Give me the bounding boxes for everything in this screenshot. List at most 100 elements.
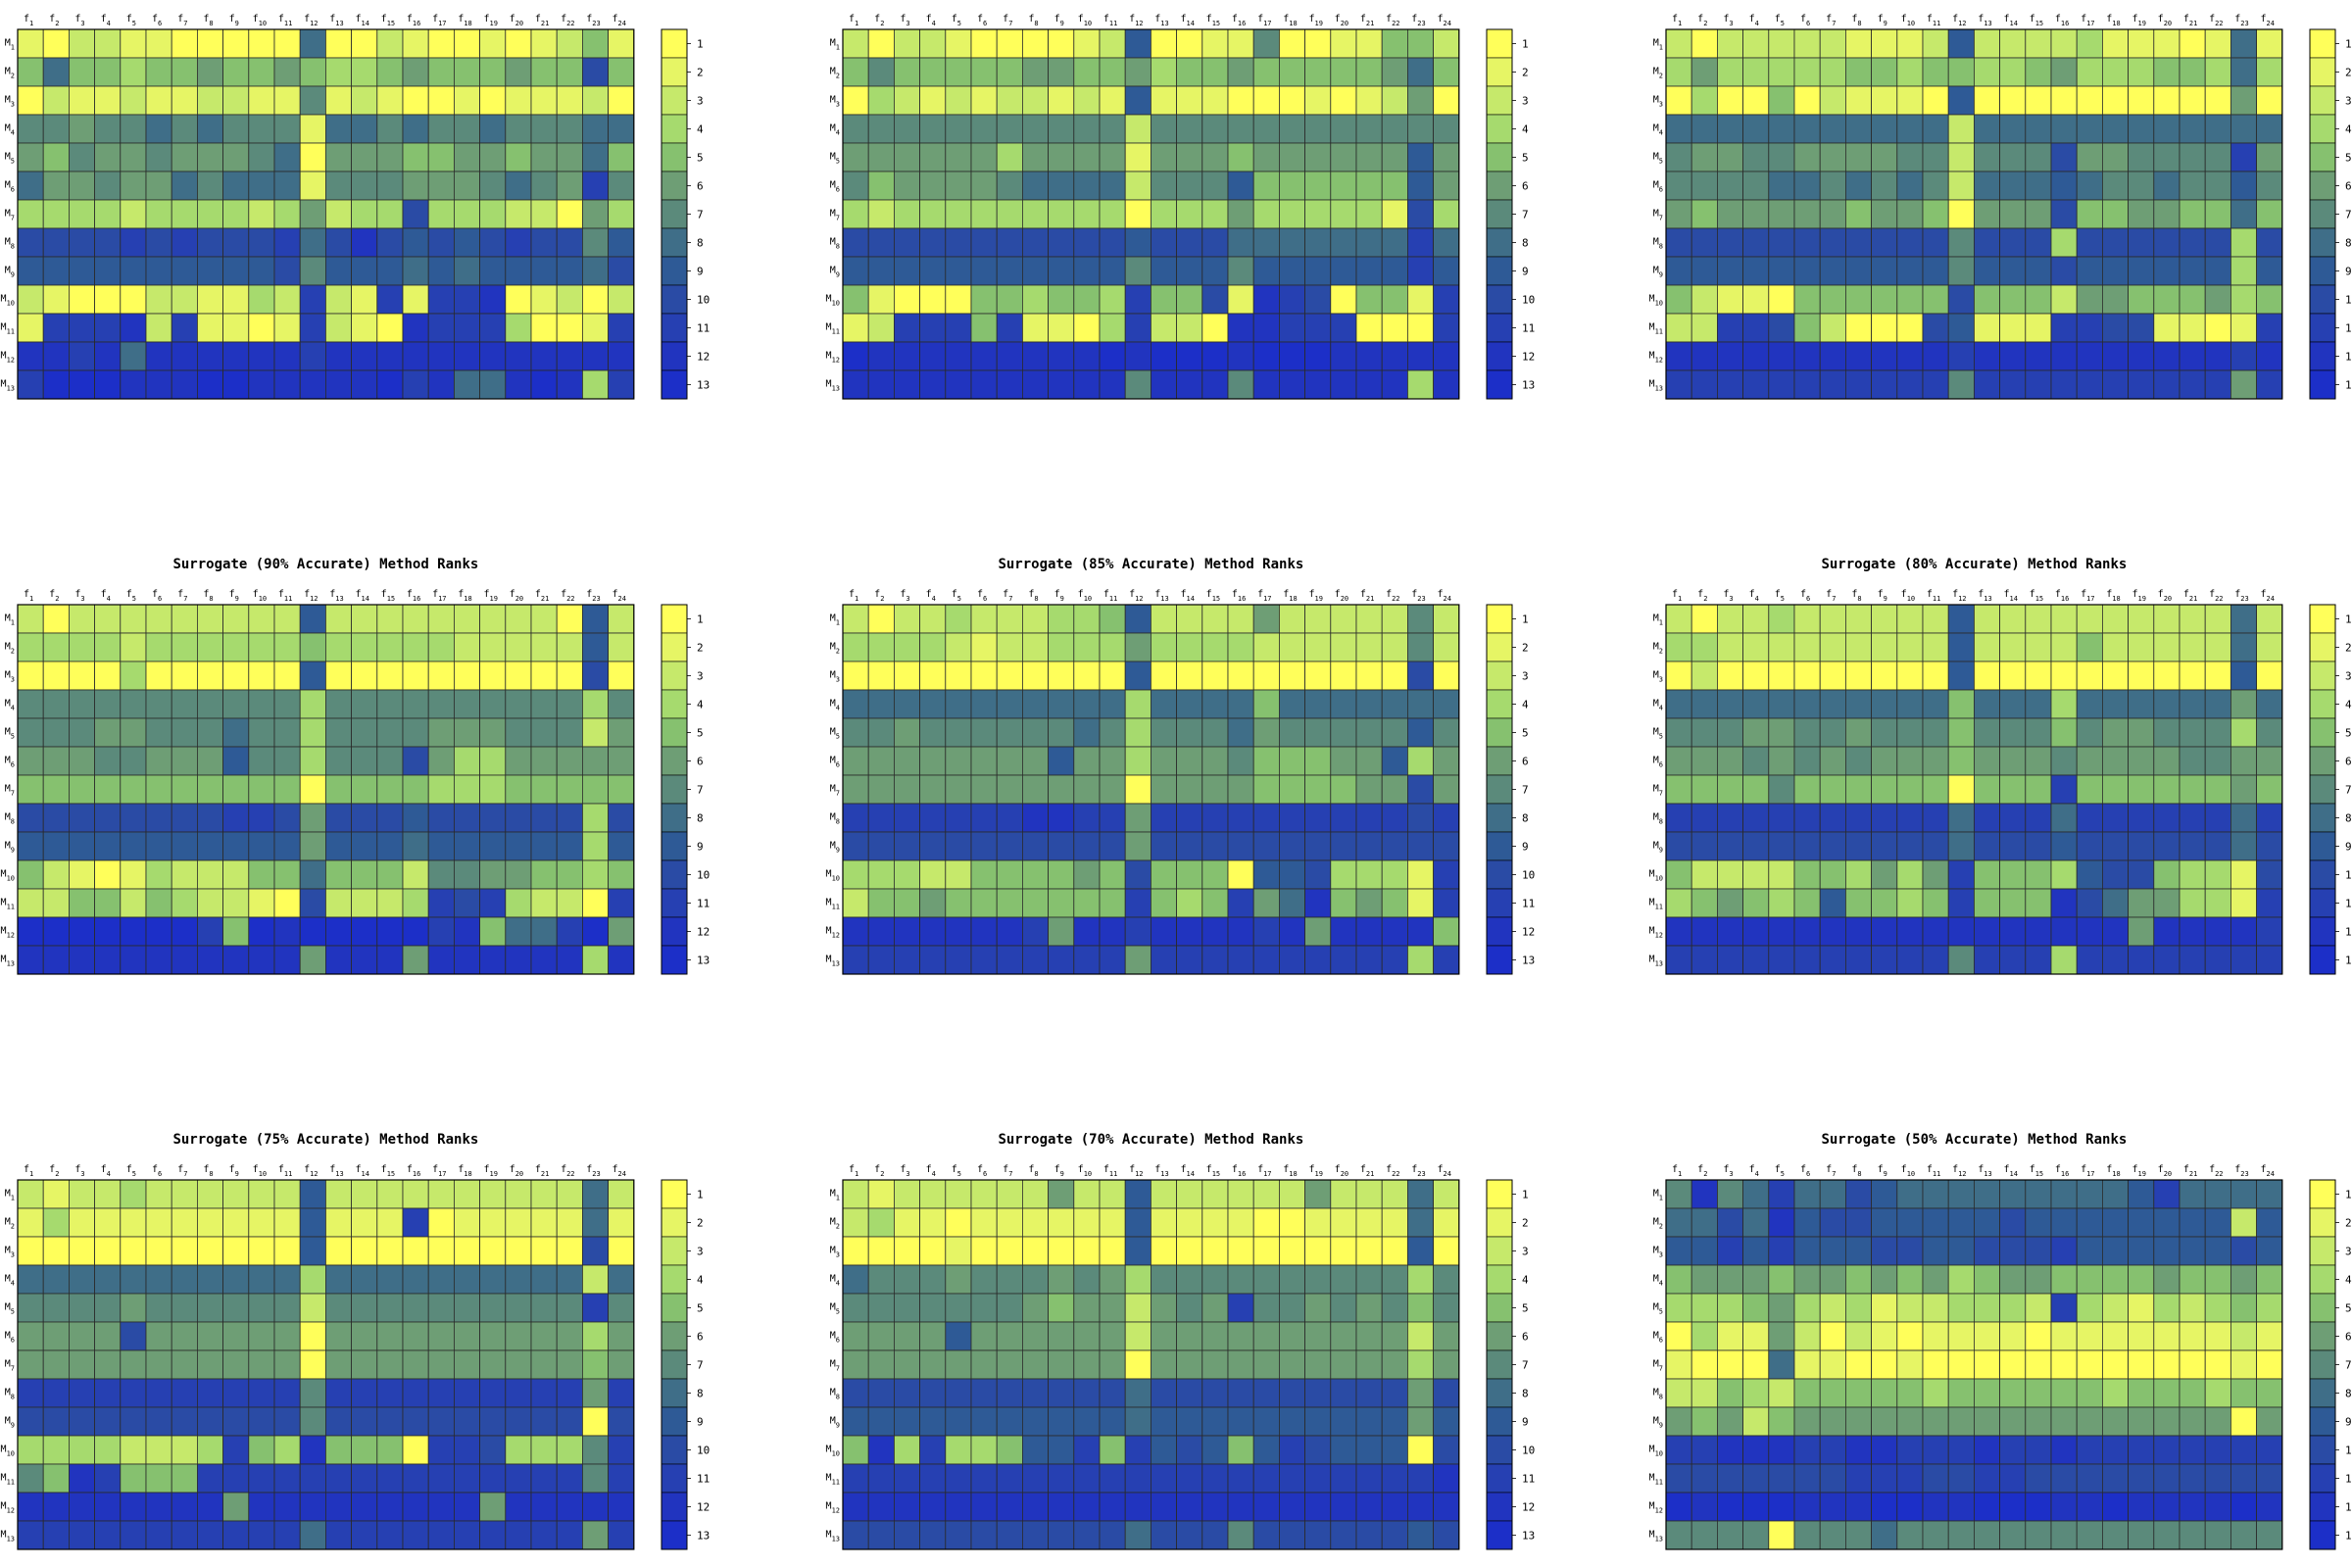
heatmap-cell: [894, 227, 921, 258]
heatmap-cell: [1974, 341, 2001, 371]
heatmap-cell: [894, 341, 921, 371]
heatmap-cell: [1433, 888, 1460, 918]
heatmap-cell: [1768, 916, 1795, 947]
heatmap-cell: [894, 604, 921, 634]
heatmap-cell: [1717, 171, 1744, 201]
heatmap-cell: [1999, 1378, 2027, 1408]
heatmap-cell: [69, 1207, 96, 1238]
heatmap-cell: [1407, 256, 1435, 286]
heatmap-cell: [2204, 1349, 2231, 1380]
heatmap-cell: [582, 774, 610, 805]
heatmap-cell: [867, 831, 895, 861]
heatmap-cell: [2128, 632, 2155, 662]
heatmap-cell: [273, 604, 301, 634]
heatmap-cell: [453, 859, 480, 890]
heatmap-cell: [1793, 888, 1821, 918]
heatmap-cell: [945, 57, 972, 87]
colorbar-tick-label: 10: [1522, 869, 1535, 882]
heatmap-cell: [2076, 689, 2103, 719]
heatmap-cell: [2050, 114, 2078, 144]
heatmap-cell: [2204, 85, 2231, 116]
heatmap-cell: [42, 57, 70, 87]
heatmap-cell: [1355, 632, 1383, 662]
heatmap-cell: [1279, 916, 1306, 947]
heatmap-cell: [1768, 717, 1795, 748]
row-label: M12: [826, 1501, 840, 1515]
heatmap-cell: [1742, 717, 1770, 748]
heatmap-cell: [2076, 227, 2103, 258]
heatmap-cell: [1845, 859, 1873, 890]
heatmap-cell: [351, 1463, 378, 1494]
heatmap-cell: [299, 1463, 326, 1494]
heatmap-cell: [1922, 1435, 1949, 1465]
heatmap-cell: [842, 604, 869, 634]
heatmap-cell: [2179, 1435, 2206, 1465]
heatmap-cell: [1048, 945, 1075, 975]
heatmap-cell: [248, 1520, 275, 1550]
heatmap-cell: [1768, 1435, 1795, 1465]
heatmap-cell: [1742, 284, 1770, 315]
heatmap-cell: [996, 1349, 1023, 1380]
heatmap-cell: [2230, 1179, 2257, 1209]
heatmap-cell: [556, 1293, 583, 1323]
heatmap-cell: [1793, 945, 1821, 975]
heatmap-cell: [608, 1207, 635, 1238]
heatmap-cell: [1381, 85, 1408, 116]
column-label: f22: [1386, 589, 1399, 603]
heatmap-cell: [1999, 604, 2027, 634]
colorbar-swatch: [1486, 1321, 1513, 1351]
heatmap-cell: [376, 1520, 404, 1550]
column-label: f15: [381, 1164, 395, 1178]
heatmap-cell: [2128, 1378, 2155, 1408]
heatmap-cell: [351, 1179, 378, 1209]
column-label: f12: [304, 1164, 318, 1178]
row-label: M7: [1653, 784, 1663, 798]
heatmap-cell: [1871, 803, 1898, 833]
heatmap-cell: [2179, 284, 2206, 315]
heatmap-cell: [1819, 57, 1846, 87]
heatmap-cell: [530, 1349, 558, 1380]
heatmap-cell: [1022, 142, 1050, 172]
heatmap-cell: [1845, 1463, 1873, 1494]
heatmap-cell: [1407, 632, 1435, 662]
heatmap-cell: [453, 1293, 480, 1323]
heatmap-cell: [196, 1378, 223, 1408]
heatmap-cell: [1381, 746, 1408, 776]
heatmap-cell: [1124, 313, 1152, 343]
heatmap-cell: [376, 661, 404, 691]
heatmap-cell: [1048, 689, 1075, 719]
heatmap-cell: [94, 369, 122, 400]
heatmap-cell: [970, 142, 998, 172]
heatmap-cell: [1048, 284, 1075, 315]
heatmap-cell: [1099, 859, 1126, 890]
column-label: f7: [1826, 14, 1836, 27]
heatmap-cell: [1279, 632, 1306, 662]
heatmap-cell: [1742, 199, 1770, 229]
column-label: f18: [2106, 1164, 2120, 1178]
heatmap-cell: [1099, 1435, 1126, 1465]
heatmap-cell: [1793, 1406, 1821, 1437]
heatmap-cell: [196, 1463, 223, 1494]
heatmap-cell: [2050, 1293, 2078, 1323]
heatmap-cell: [530, 1236, 558, 1266]
column-label: f3: [74, 1164, 84, 1178]
column-label: f9: [1878, 1164, 1887, 1178]
heatmap-cell: [2101, 199, 2129, 229]
column-label: f10: [1901, 589, 1915, 603]
column-label: f13: [329, 14, 343, 27]
heatmap-cell: [1974, 313, 2001, 343]
heatmap-cell: [351, 1378, 378, 1408]
colorbar-swatch: [2309, 57, 2336, 87]
heatmap-cell: [479, 313, 507, 343]
heatmap-cell: [248, 1179, 275, 1209]
heatmap-cell: [1871, 199, 1898, 229]
heatmap-cell: [1048, 85, 1075, 116]
heatmap-cell: [2128, 284, 2155, 315]
heatmap-cell: [2256, 341, 2283, 371]
heatmap-cell: [248, 661, 275, 691]
heatmap-cell: [2050, 1349, 2078, 1380]
heatmap-cell: [1381, 1321, 1408, 1351]
column-label: f7: [1003, 589, 1012, 603]
